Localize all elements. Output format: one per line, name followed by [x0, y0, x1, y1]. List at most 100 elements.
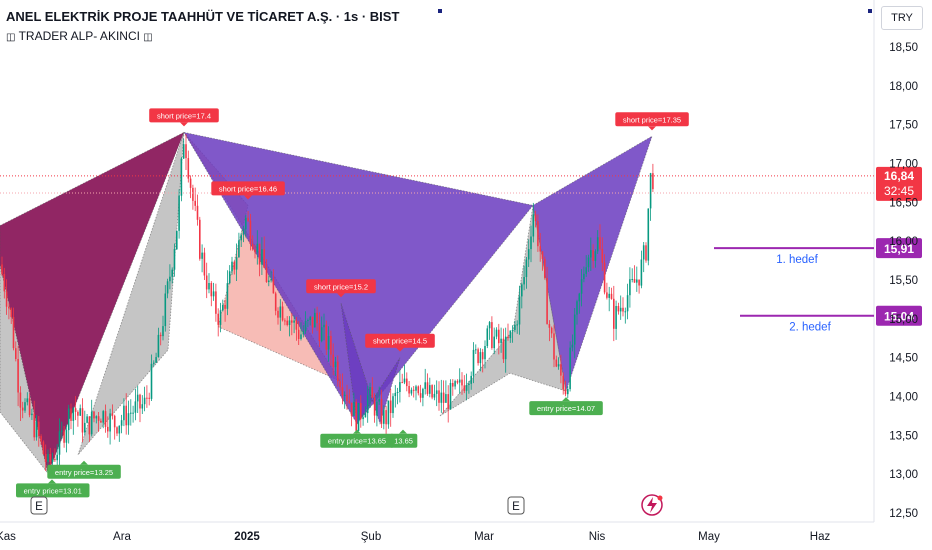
candle-body — [26, 398, 29, 403]
candle-body — [601, 248, 604, 263]
candle-body — [408, 386, 410, 394]
candle-body — [486, 328, 489, 346]
candle-body — [491, 322, 493, 348]
y-tick-label: 17,50 — [889, 120, 918, 132]
candle-body — [47, 454, 49, 462]
y-tick-label: 15,00 — [889, 314, 918, 326]
candle-body — [465, 385, 468, 391]
candle-body — [431, 385, 433, 398]
x-tick-label: Kas — [0, 531, 16, 543]
candle-body — [242, 229, 245, 235]
short-label-box-0 — [149, 108, 219, 123]
candle-body — [249, 220, 252, 244]
candle-body — [70, 408, 72, 421]
candle-body — [442, 392, 445, 403]
candle-body — [56, 454, 58, 461]
candle-body — [360, 403, 362, 420]
candle-body — [550, 327, 553, 334]
candle-body — [235, 257, 238, 270]
candle-body — [139, 394, 141, 409]
symbol-title: ANEL ELEKTRİK PROJE TAAHHÜT VE TİCARET A… — [6, 9, 400, 24]
currency-button[interactable]: TRY — [881, 6, 923, 30]
candle-body — [357, 403, 360, 431]
candle-body — [633, 279, 636, 283]
y-tick-label: 12,50 — [889, 508, 918, 520]
candle-body — [150, 363, 153, 399]
candle-body — [196, 205, 199, 220]
x-tick-label: Haz — [810, 531, 831, 543]
marker-square-icon — [438, 9, 442, 13]
candle-body — [258, 243, 261, 265]
candle-body — [424, 382, 426, 389]
candle-body — [192, 187, 194, 201]
candle-body — [136, 394, 139, 402]
candle-body — [652, 173, 654, 190]
candle-body — [475, 349, 477, 351]
candle-body — [157, 334, 160, 358]
candle-body — [548, 324, 551, 328]
y-tick-label: 14,50 — [889, 353, 918, 365]
candle-body — [500, 338, 502, 344]
candle-body — [435, 390, 438, 394]
candle-body — [330, 336, 332, 355]
earnings-marker-icon[interactable] — [30, 496, 48, 515]
candle-body — [189, 178, 192, 188]
candle-body — [247, 217, 249, 221]
candle-body — [28, 398, 31, 416]
earnings-marker-letter: E — [512, 501, 520, 513]
candle-body — [343, 394, 346, 396]
candle-body — [90, 411, 93, 435]
candle-body — [353, 401, 355, 416]
candle-body — [502, 338, 505, 360]
candle-body — [523, 277, 525, 285]
candle-body — [640, 259, 643, 286]
candle-body — [231, 261, 233, 272]
candle-body — [203, 252, 206, 276]
label-pointer-5 — [80, 460, 88, 465]
candle-body — [447, 394, 449, 409]
candle-body — [35, 421, 38, 438]
candle-body — [77, 411, 79, 416]
candle-body — [481, 352, 484, 360]
earnings-marker-icon[interactable] — [507, 496, 525, 515]
candle-body — [613, 298, 615, 329]
candle-body — [649, 173, 652, 209]
candle-body — [201, 252, 203, 259]
candle-body — [291, 320, 293, 323]
candle-body — [164, 293, 167, 327]
candle-body — [456, 381, 459, 383]
target-price-text-2: 15,04 — [884, 310, 914, 324]
candle-body — [58, 431, 61, 455]
candle-body — [415, 386, 417, 391]
y-tick-label: 16,00 — [889, 236, 918, 248]
candle-body — [270, 279, 272, 281]
candle-body — [364, 413, 367, 418]
candle-body — [143, 397, 146, 405]
candle-body — [417, 386, 420, 394]
candle-body — [10, 308, 12, 318]
indicator-label: TRADER ALP- AKINCI — [18, 29, 140, 43]
candle-body — [622, 307, 624, 312]
candle-body — [320, 327, 323, 342]
candle-body — [261, 249, 263, 265]
target-price-text-1: 15,91 — [884, 242, 914, 256]
candle-body — [557, 364, 560, 367]
candle-body — [155, 357, 157, 363]
candle-body — [100, 420, 102, 423]
indicator-settings-icon[interactable]: ◫ — [143, 32, 153, 43]
candle-body — [373, 397, 376, 416]
y-tick-label: 18,50 — [889, 42, 918, 54]
last-price-countdown: 32:45 — [884, 184, 914, 198]
candle-body — [587, 257, 590, 268]
indicator-name[interactable]: ◫ TRADER ALP- AKINCI ◫ — [6, 29, 153, 43]
candle-body — [281, 306, 284, 321]
entry-label-5: entry price=13.25 — [55, 468, 113, 477]
entry-label-8: 13.65 — [394, 437, 413, 446]
indicator-visibility-icon[interactable]: ◫ — [6, 32, 16, 43]
entry-label-box-5 — [47, 464, 121, 479]
x-tick-label: Şub — [361, 531, 381, 543]
candle-body — [176, 230, 178, 250]
candle-body — [484, 346, 486, 360]
candle-body — [97, 416, 100, 421]
